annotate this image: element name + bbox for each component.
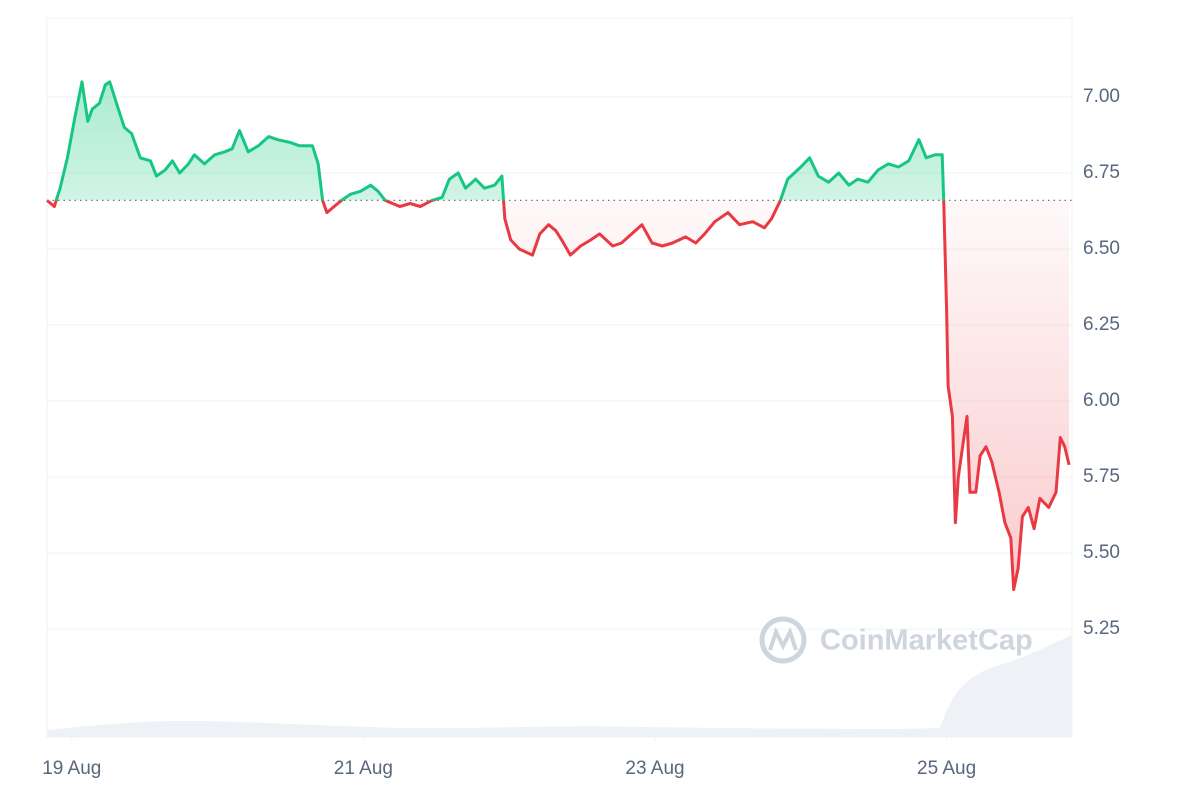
watermark-logo <box>759 616 807 664</box>
y-tick-label: 5.50 <box>1083 542 1120 563</box>
x-tick-label: 23 Aug <box>625 758 684 779</box>
watermark-text: CoinMarketCap <box>820 625 1033 657</box>
y-tick-label: 5.25 <box>1083 618 1120 639</box>
y-tick-label: 6.25 <box>1083 314 1120 335</box>
price-area <box>47 81 1070 590</box>
x-tick-label: 21 Aug <box>334 758 393 779</box>
watermark: CoinMarketCap <box>759 616 1033 664</box>
x-tick-label: 19 Aug <box>42 758 101 779</box>
price-line <box>46 80 1071 592</box>
y-tick-label: 6.50 <box>1083 238 1120 259</box>
y-tick-label: 6.75 <box>1083 162 1120 183</box>
y-tick-label: 7.00 <box>1083 86 1120 107</box>
y-tick-label: 6.00 <box>1083 390 1120 411</box>
volume-area <box>47 635 1072 737</box>
y-tick-label: 5.75 <box>1083 466 1120 487</box>
watermark-logo-mark <box>768 626 798 651</box>
x-tick-label: 25 Aug <box>917 758 976 779</box>
